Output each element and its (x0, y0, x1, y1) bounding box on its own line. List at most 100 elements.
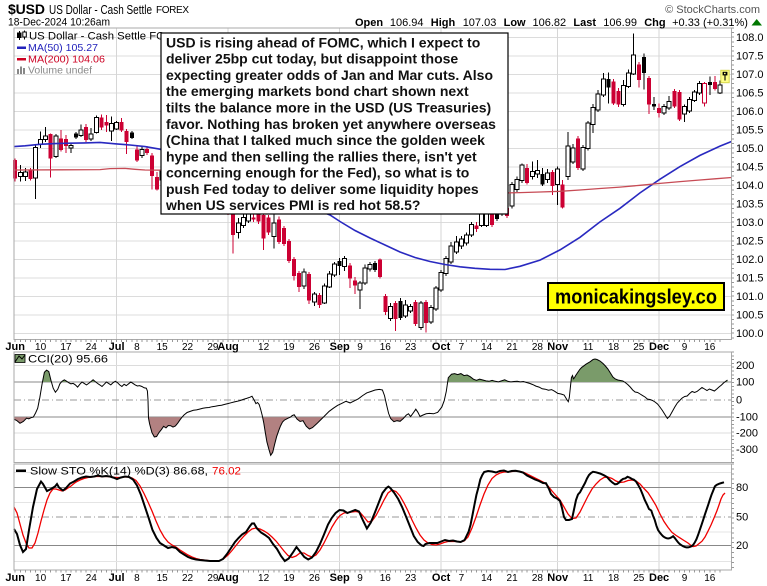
svg-text:19: 19 (283, 342, 295, 353)
svg-text:18: 18 (608, 342, 620, 353)
svg-text:106.0: 106.0 (736, 106, 764, 118)
svg-text:9: 9 (357, 573, 363, 584)
svg-text:28: 28 (532, 573, 544, 584)
svg-text:21: 21 (507, 342, 519, 353)
svg-text:9: 9 (682, 573, 688, 584)
svg-text:7: 7 (459, 573, 465, 584)
svg-text:Jul: Jul (109, 572, 125, 584)
svg-text:29: 29 (207, 573, 219, 584)
svg-text:18-Dec-2024 10:26am: 18-Dec-2024 10:26am (8, 17, 110, 29)
svg-text:11: 11 (583, 573, 594, 584)
svg-text:19: 19 (283, 573, 295, 584)
svg-text:Nov: Nov (547, 572, 569, 584)
svg-text:26: 26 (309, 573, 321, 584)
svg-text:24: 24 (86, 342, 98, 353)
svg-text:Sep: Sep (330, 572, 350, 584)
svg-text:Oct: Oct (432, 341, 451, 353)
svg-text:9: 9 (682, 342, 688, 353)
svg-text:107.0: 107.0 (736, 69, 764, 81)
svg-text:20: 20 (736, 540, 748, 552)
svg-text:expecting greater odds of Jan: expecting greater odds of Jan and Mar cu… (166, 67, 493, 83)
svg-text:Dec: Dec (649, 572, 669, 584)
svg-text:100.5: 100.5 (736, 310, 764, 322)
svg-text:-100: -100 (736, 412, 758, 424)
svg-text:12: 12 (258, 342, 270, 353)
svg-text:106.82: 106.82 (533, 17, 567, 29)
svg-text:28: 28 (532, 342, 544, 353)
svg-text:25: 25 (633, 573, 645, 584)
svg-text:FOREX: FOREX (156, 5, 189, 16)
svg-text:106.94: 106.94 (390, 17, 424, 29)
svg-text:15: 15 (157, 342, 169, 353)
svg-text:when US services PMI is red ho: when US services PMI is red hot 58.5? (165, 197, 420, 213)
svg-text:+0.33 (+0.31%): +0.33 (+0.31%) (672, 17, 748, 29)
svg-text:Dec: Dec (649, 341, 669, 353)
svg-text:Jun: Jun (5, 341, 25, 353)
svg-text:107.03: 107.03 (463, 17, 497, 29)
svg-text:concerning enough for the Fed): concerning enough for the Fed), so what … (166, 165, 469, 181)
svg-text:100.0: 100.0 (736, 328, 764, 340)
svg-text:101.0: 101.0 (736, 291, 764, 303)
svg-text:monicakingsley.co: monicakingsley.co (555, 286, 717, 309)
svg-text:104.5: 104.5 (736, 162, 764, 174)
svg-text:16: 16 (380, 573, 392, 584)
svg-text:8: 8 (134, 573, 140, 584)
svg-text:102.5: 102.5 (736, 236, 764, 248)
svg-text:16: 16 (704, 573, 716, 584)
svg-text:deliver 25bp cut today, but di: deliver 25bp cut today, but disappoint t… (166, 51, 458, 67)
svg-text:200: 200 (736, 360, 754, 372)
svg-text:7: 7 (459, 342, 465, 353)
svg-text:25: 25 (633, 342, 645, 353)
svg-text:106.5: 106.5 (736, 88, 764, 100)
svg-text:USD is rising ahead of FOMC, w: USD is rising ahead of FOMC, which I exp… (166, 34, 480, 50)
svg-text:16: 16 (380, 342, 392, 353)
svg-text:Oct: Oct (432, 572, 451, 584)
svg-text:12: 12 (258, 573, 270, 584)
svg-text:107.5: 107.5 (736, 51, 764, 63)
svg-text:$USD: $USD (8, 1, 45, 17)
svg-text:High: High (431, 17, 456, 29)
svg-text:22: 22 (182, 573, 194, 584)
svg-text:23: 23 (405, 342, 417, 353)
svg-text:Volume undef: Volume undef (28, 65, 92, 77)
svg-text:24: 24 (86, 573, 98, 584)
svg-text:favor. Nothing has broken yet: favor. Nothing has broken yet anywhere o… (166, 116, 496, 132)
svg-text:10: 10 (35, 342, 47, 353)
svg-text:18: 18 (608, 573, 620, 584)
svg-text:17: 17 (60, 573, 72, 584)
svg-text:-300: -300 (736, 444, 758, 456)
svg-text:Low: Low (504, 17, 526, 29)
svg-text:23: 23 (405, 573, 417, 584)
svg-text:26: 26 (309, 342, 321, 353)
svg-text:10: 10 (35, 573, 47, 584)
svg-text:hype and then selling the rall: hype and then selling the rallies there,… (166, 148, 477, 164)
svg-text:US Dollar - Cash Settle FO: US Dollar - Cash Settle FO (29, 31, 165, 43)
svg-text:50: 50 (736, 512, 748, 524)
svg-text:Jun: Jun (5, 572, 25, 584)
svg-text:© StockCharts.com: © StockCharts.com (665, 4, 760, 16)
svg-text:MA(50) 105.27: MA(50) 105.27 (28, 42, 98, 54)
svg-text:106.99: 106.99 (603, 17, 637, 29)
svg-text:101.5: 101.5 (736, 273, 764, 285)
svg-text:Nov: Nov (547, 341, 569, 353)
svg-text:108.0: 108.0 (736, 32, 764, 44)
svg-text:8: 8 (134, 342, 140, 353)
svg-text:76.02: 76.02 (212, 466, 241, 478)
svg-text:CCI(20) 95.66: CCI(20) 95.66 (28, 354, 108, 366)
svg-text:push Fed today to deliver some: push Fed today to deliver some liquidity… (166, 181, 479, 197)
svg-text:104.0: 104.0 (736, 180, 764, 192)
svg-text:0: 0 (736, 395, 742, 407)
svg-text:29: 29 (207, 342, 219, 353)
svg-text:Slow STO %K(14) %D(3) 86.68,: Slow STO %K(14) %D(3) 86.68, (30, 466, 208, 478)
svg-text:Sep: Sep (330, 341, 350, 353)
svg-text:-200: -200 (736, 428, 758, 440)
svg-text:Jul: Jul (109, 341, 125, 353)
svg-text:21: 21 (507, 573, 519, 584)
svg-text:(China that I talked much sinc: (China that I talked much since the gold… (166, 132, 485, 148)
svg-text:80: 80 (736, 482, 748, 494)
svg-text:Aug: Aug (217, 341, 238, 353)
svg-text:17: 17 (60, 342, 72, 353)
svg-text:Last: Last (573, 17, 596, 29)
svg-text:100: 100 (736, 377, 754, 389)
svg-text:16: 16 (704, 342, 716, 353)
